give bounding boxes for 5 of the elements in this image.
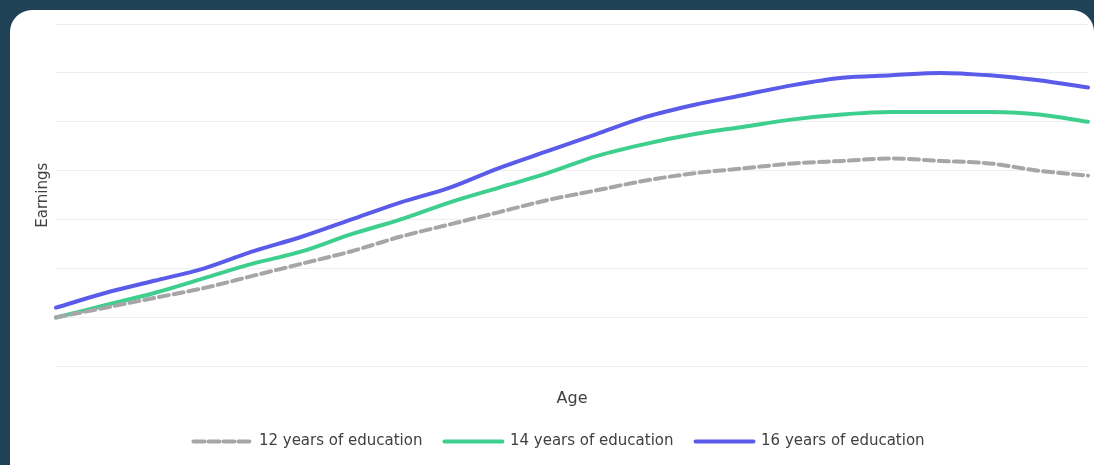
y-axis-title: Earnings	[32, 162, 51, 228]
legend-label: 14 years of education	[509, 431, 674, 450]
x-axis-title: Age	[556, 387, 588, 407]
legend-label: 16 years of education	[761, 431, 925, 450]
legend-label: 12 years of education	[258, 431, 423, 450]
